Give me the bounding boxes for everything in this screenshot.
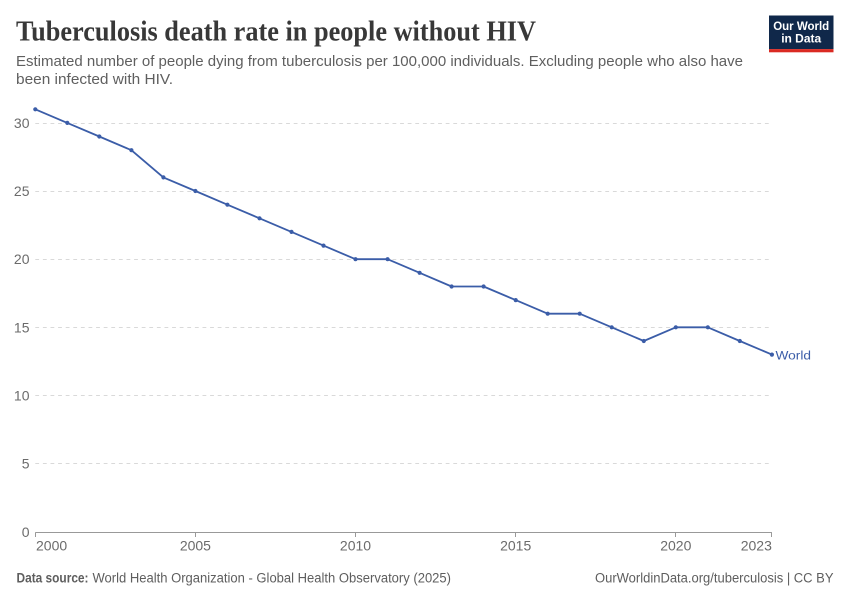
svg-text:10: 10 [14, 388, 30, 404]
svg-text:Tuberculosis death rate in peo: Tuberculosis death rate in people withou… [16, 16, 536, 48]
svg-text:been infected with HIV.: been infected with HIV. [16, 72, 173, 88]
svg-text:Our World: Our World [773, 19, 829, 33]
svg-text:in Data: in Data [781, 32, 821, 46]
svg-text:25: 25 [14, 183, 30, 199]
svg-text:2015: 2015 [500, 537, 531, 553]
svg-text:World: World [776, 348, 812, 362]
svg-text:0: 0 [22, 524, 30, 540]
svg-text:2000: 2000 [36, 537, 67, 553]
svg-text:OurWorldinData.org/tuberculosi: OurWorldinData.org/tuberculosis | CC BY [595, 570, 834, 585]
svg-text:30: 30 [14, 115, 30, 131]
svg-text:5: 5 [22, 456, 30, 472]
svg-text:2010: 2010 [340, 537, 371, 553]
svg-text:Estimated number of people dyi: Estimated number of people dying from tu… [16, 54, 743, 70]
svg-text:World Health Organization - Gl: World Health Organization - Global Healt… [93, 570, 452, 585]
svg-text:20: 20 [14, 251, 30, 267]
svg-text:2023: 2023 [741, 537, 772, 553]
svg-text:2020: 2020 [660, 537, 691, 553]
svg-text:2005: 2005 [180, 537, 211, 553]
svg-text:15: 15 [14, 319, 30, 335]
svg-text:Data source:: Data source: [17, 570, 89, 585]
